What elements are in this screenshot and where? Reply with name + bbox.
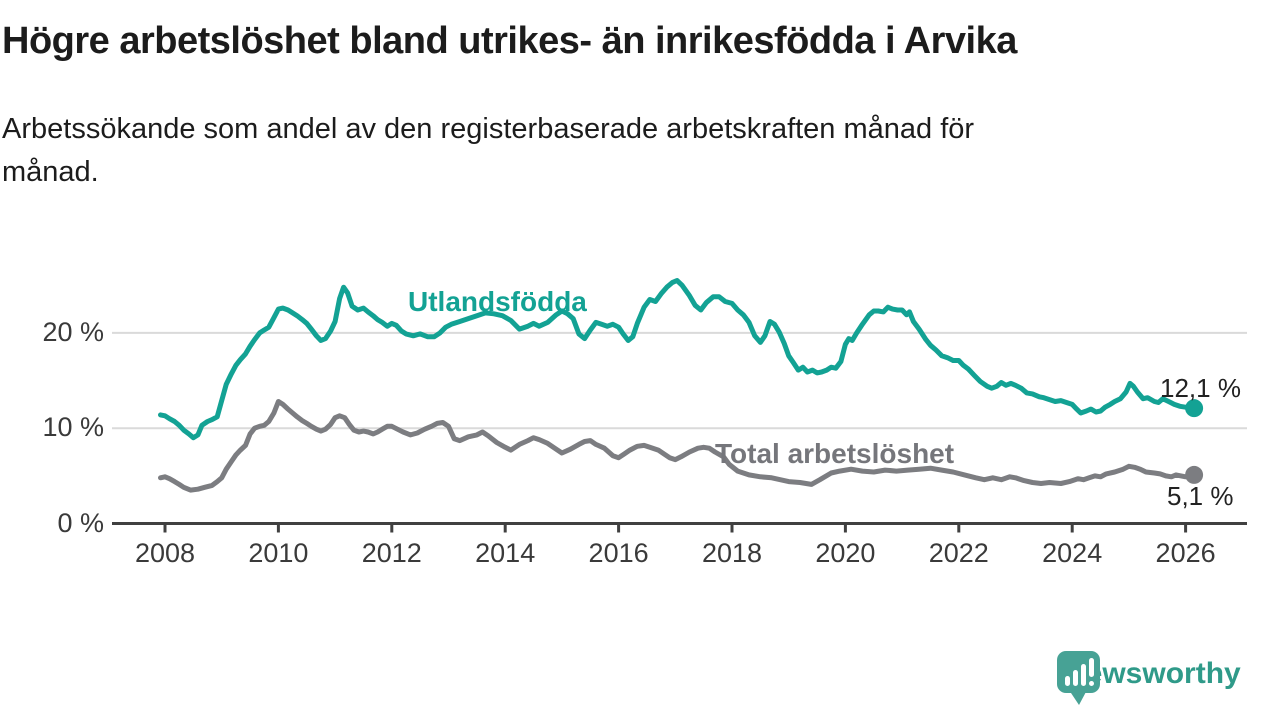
logo-bar-medium-icon [1073, 670, 1078, 686]
y-tick-label-0: 0 % [57, 507, 104, 538]
x-tick-label-2012: 2012 [361, 538, 422, 568]
x-tick-label-2016: 2016 [588, 538, 649, 568]
page-title: Högre arbetslöshet bland utrikes- än inr… [2, 20, 1017, 62]
end-value-label-total: 5,1 % [1167, 481, 1234, 511]
series-label-total-arbetsloshet: Total arbetslöshet [715, 438, 955, 469]
x-tick-label-2020: 2020 [815, 538, 876, 568]
newsworthy-logo-icon [1057, 651, 1100, 705]
logo-exclamation-dot-icon [1089, 681, 1094, 686]
newsworthy-logo: Newsworthy [1056, 650, 1241, 705]
series-label-utlandsfodda: Utlandsfödda [408, 286, 587, 317]
series-end-dot [1185, 465, 1204, 484]
chart-subtitle: Arbetssökande som andel av den registerb… [2, 108, 1212, 194]
logo-bar-large-icon [1081, 664, 1086, 686]
x-tick-label-2024: 2024 [1042, 538, 1103, 568]
subtitle-line-1: Arbetssökande som andel av den registerb… [2, 113, 975, 145]
subtitle-line-2: månad. [2, 156, 99, 188]
x-tick-label-2026: 2026 [1155, 538, 1216, 568]
end-value-label-utlandsfodda: 12,1 % [1160, 373, 1241, 403]
logo-bar-small-icon [1065, 676, 1070, 686]
logo-bubble-tail [1069, 690, 1087, 705]
logo-exclamation-bar-icon [1089, 658, 1094, 677]
y-tick-label-20: 20 % [42, 316, 104, 347]
y-tick-label-10: 10 % [42, 412, 104, 443]
x-tick-label-2008: 2008 [134, 538, 196, 568]
x-tick-label-2022: 2022 [928, 538, 989, 568]
series-line-utlandsf-dda [158, 278, 1197, 441]
x-tick-label-2010: 2010 [248, 538, 309, 568]
series-end-dot [1185, 399, 1204, 418]
x-tick-label-2014: 2014 [475, 538, 536, 568]
x-tick-label-2018: 2018 [701, 538, 763, 568]
series-line-total-arbetsl-shet [158, 399, 1197, 493]
